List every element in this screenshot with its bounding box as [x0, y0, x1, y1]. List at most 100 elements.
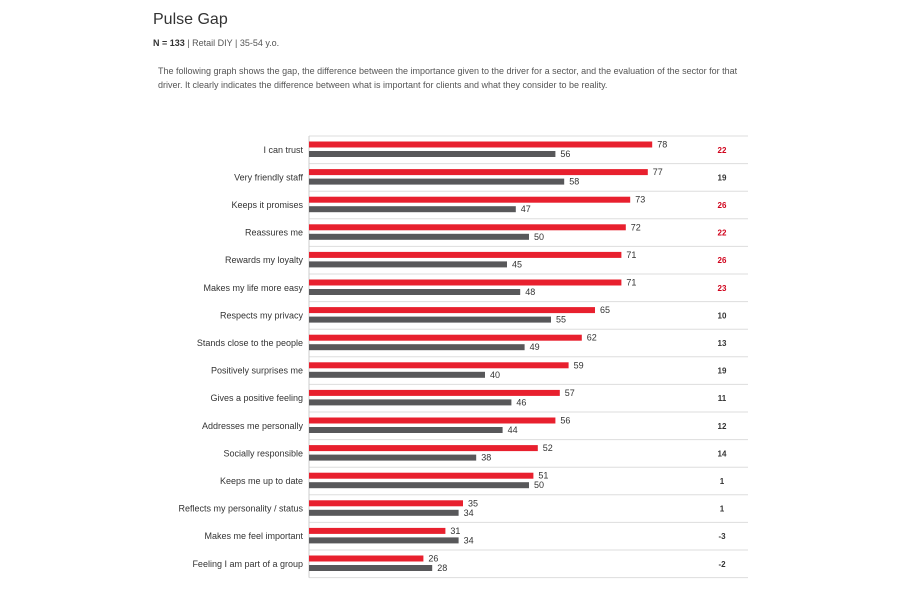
importance-bar: [309, 500, 463, 507]
category-label: Positively surprises me: [211, 366, 303, 376]
category-label: Very friendly staff: [234, 172, 303, 182]
category-label: Socially responsible: [223, 448, 303, 458]
category-label: Reflects my personality / status: [178, 504, 303, 514]
importance-value-label: 26: [428, 554, 438, 564]
gap-value-label: -3: [718, 532, 726, 541]
evaluation-value-label: 49: [530, 342, 540, 352]
evaluation-bar: [309, 233, 529, 240]
importance-value-label: 71: [626, 278, 636, 288]
importance-value-label: 62: [587, 333, 597, 343]
gap-value-label: 12: [718, 422, 727, 431]
gap-value-label: 19: [718, 367, 727, 376]
importance-bar: [309, 555, 424, 562]
gap-value-label: 22: [718, 146, 727, 155]
importance-value-label: 73: [635, 195, 645, 205]
evaluation-value-label: 28: [437, 563, 447, 573]
gap-value-label: -2: [718, 560, 726, 569]
category-label: I can trust: [263, 145, 303, 155]
chart-description: The following graph shows the gap, the d…: [158, 66, 738, 90]
evaluation-bar: [309, 565, 433, 571]
importance-bar: [309, 224, 626, 231]
evaluation-bar: [309, 482, 529, 489]
importance-value-label: 59: [574, 360, 584, 370]
gap-value-label: 26: [718, 256, 727, 265]
category-label: Keeps it promises: [231, 200, 303, 210]
page-title: Pulse Gap: [153, 11, 228, 28]
importance-value-label: 71: [626, 250, 636, 260]
gap-value-label: 22: [718, 229, 727, 238]
importance-bar: [309, 389, 560, 396]
evaluation-bar: [309, 371, 485, 378]
evaluation-bar: [309, 509, 459, 516]
importance-value-label: 52: [543, 443, 553, 453]
evaluation-value-label: 56: [560, 149, 570, 159]
category-label: Reassures me: [245, 228, 303, 238]
gap-value-label: 11: [718, 394, 727, 403]
gap-value-label: 26: [718, 201, 727, 210]
category-label: Keeps me up to date: [220, 476, 303, 486]
evaluation-value-label: 58: [569, 177, 579, 187]
evaluation-value-label: 48: [525, 287, 535, 297]
category-label: Makes my life more easy: [203, 283, 303, 293]
importance-value-label: 31: [450, 526, 460, 536]
gap-value-label: 13: [718, 339, 727, 348]
gap-value-label: 1: [720, 477, 725, 486]
category-label: Gives a positive feeling: [210, 393, 303, 403]
importance-bar: [309, 417, 556, 424]
evaluation-value-label: 50: [534, 480, 544, 490]
sample-size-label: N =: [153, 38, 170, 48]
evaluation-bar: [309, 537, 459, 544]
evaluation-value-label: 38: [481, 453, 491, 463]
importance-value-label: 51: [538, 471, 548, 481]
category-label: Makes me feel important: [204, 531, 303, 541]
gap-value-label: 23: [718, 284, 727, 293]
evaluation-value-label: 50: [534, 232, 544, 242]
importance-bar: [309, 472, 534, 479]
gap-value-label: 1: [720, 505, 725, 514]
evaluation-value-label: 34: [464, 508, 474, 518]
evaluation-bar: [309, 316, 551, 323]
importance-bar: [309, 279, 622, 286]
evaluation-bar: [309, 261, 507, 268]
importance-bar: [309, 251, 622, 258]
evaluation-bar: [309, 151, 556, 157]
evaluation-bar: [309, 427, 503, 433]
importance-value-label: 78: [657, 140, 667, 150]
evaluation-value-label: 47: [521, 204, 531, 214]
evaluation-value-label: 40: [490, 370, 500, 380]
evaluation-bar: [309, 178, 565, 185]
category-label: Addresses me personally: [202, 421, 304, 431]
evaluation-value-label: 44: [508, 425, 518, 435]
sample-meta: N = 133 | Retail DIY | 35-54 y.o.: [153, 38, 279, 48]
category-label: Respects my privacy: [220, 310, 304, 320]
importance-bar: [309, 445, 538, 452]
evaluation-bar: [309, 289, 521, 295]
importance-bar: [309, 362, 569, 369]
importance-value-label: 77: [653, 167, 663, 177]
segment-label: | Retail DIY | 35-54 y.o.: [184, 38, 280, 48]
importance-value-label: 57: [565, 388, 575, 398]
importance-bar: [309, 169, 648, 176]
importance-value-label: 56: [560, 416, 570, 426]
gap-value-label: 19: [718, 173, 727, 182]
evaluation-value-label: 45: [512, 259, 522, 269]
evaluation-bar: [309, 344, 525, 351]
gap-value-label: 10: [718, 311, 727, 320]
evaluation-bar: [309, 206, 516, 213]
category-label: Feeling I am part of a group: [192, 559, 303, 569]
gap-value-label: 14: [718, 449, 727, 458]
importance-bar: [309, 141, 653, 148]
importance-bar: [309, 307, 595, 314]
evaluation-bar: [309, 399, 512, 406]
importance-value-label: 65: [600, 305, 610, 315]
importance-bar: [309, 527, 446, 534]
category-label: Rewards my loyalty: [225, 255, 304, 265]
importance-value-label: 35: [468, 498, 478, 508]
importance-value-label: 72: [631, 222, 641, 232]
evaluation-value-label: 46: [516, 397, 526, 407]
evaluation-value-label: 34: [464, 535, 474, 545]
importance-bar: [309, 196, 631, 203]
evaluation-bar: [309, 454, 477, 461]
importance-bar: [309, 334, 582, 341]
